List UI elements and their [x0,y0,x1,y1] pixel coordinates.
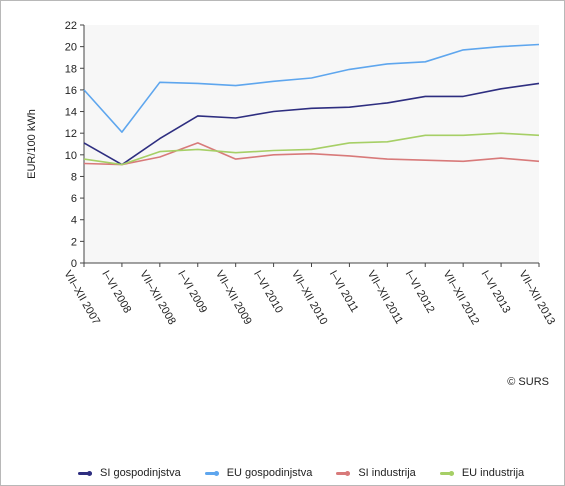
y-tick-label: 20 [65,42,77,54]
y-tick-label: 0 [71,258,77,270]
legend-swatch [439,471,454,475]
y-axis-label: EUR/100 kWh [26,109,38,179]
y-tick-label: 10 [65,150,77,162]
x-tick-label: I–VI 2013 [478,269,512,316]
y-tick-label: 2 [71,236,77,248]
legend-item-1: EU gospodinjstva [204,467,313,479]
legend-item-2: SI industrija [336,467,416,479]
y-tick-label: 14 [65,107,77,119]
y-tick-label: 18 [65,63,77,75]
legend-label: SI industrija [358,467,416,479]
x-tick-label: VII–XII 2009 [213,269,254,327]
legend-label: EU gospodinjstva [226,467,313,479]
series-line-1 [83,43,540,133]
legend-item-3: EU industrija [439,467,525,479]
y-tick-label: 12 [65,128,77,140]
x-tick-label: VII–XII 2011 [365,269,405,327]
y-tick-label: 6 [71,193,77,205]
legend: SI gospodinjstva EU gospodinjstva SI indus… [78,467,524,479]
x-tick-label: VII–XII 2012 [441,269,482,327]
legend-item-0: SI gospodinjstva [78,467,181,479]
legend-swatch [336,471,351,475]
x-tick-label: VII–XII 2010 [289,269,330,327]
x-tick-label: VII–XII 2007 [61,269,102,327]
legend-label: SI gospodinjstva [100,467,181,479]
y-tick-label: 16 [65,85,77,97]
series-line-0 [83,82,540,166]
legend-marker [448,470,454,476]
legend-marker [345,470,351,476]
y-tick-label: 8 [71,171,77,183]
series-line-2 [83,142,540,166]
x-tick-label: I–VI 2012 [403,269,437,316]
legend-swatch [78,471,92,475]
y-tick-label: 4 [71,215,77,227]
x-tick-label: I–VI 2009 [175,269,209,316]
legend-marker [87,470,92,476]
x-tick-label: I–VI 2011 [327,269,361,315]
y-tick-label: 22 [65,20,77,32]
plot-area [84,25,539,263]
x-tick-label: I–VI 2008 [99,269,133,316]
x-tick-label: VII–XII 2013 [516,269,557,327]
legend-marker [213,470,219,476]
series-line-3 [83,132,540,166]
source-credit: © SURS [507,376,549,388]
x-tick-label: I–VI 2010 [251,269,285,316]
legend-swatch [204,471,219,475]
legend-label: EU industrija [461,467,525,479]
x-tick-label: VII–XII 2008 [137,269,178,327]
